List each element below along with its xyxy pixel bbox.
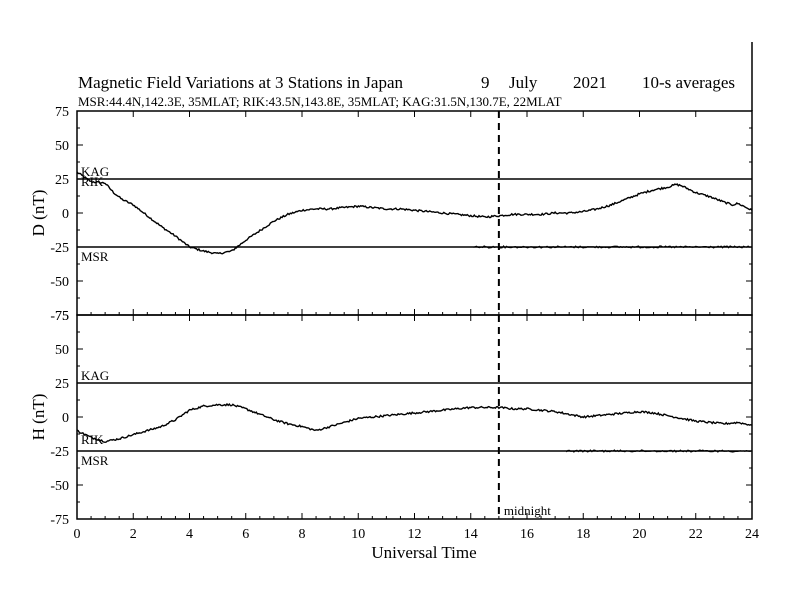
y-tick-label: -25 xyxy=(50,445,69,460)
y-tick-label: -75 xyxy=(50,513,69,528)
x-tick-label: 10 xyxy=(351,527,365,542)
x-tick-label: 24 xyxy=(745,527,759,542)
x-tick-label: 14 xyxy=(464,527,478,542)
midnight-label: midnight xyxy=(504,503,551,518)
y-tick-label: 75 xyxy=(55,309,69,324)
x-tick-label: 20 xyxy=(633,527,647,542)
station-label-msr: MSR xyxy=(81,249,109,264)
y-tick-label: 50 xyxy=(55,139,69,154)
y-tick-label: 75 xyxy=(55,105,69,120)
x-tick-label: 18 xyxy=(576,527,590,542)
y-tick-label: -75 xyxy=(50,309,69,324)
series-noise-msr xyxy=(566,449,751,453)
x-tick-label: 22 xyxy=(689,527,703,542)
panel-h-ylabel: H (nT) xyxy=(29,394,48,441)
station-label-kag: KAG xyxy=(81,368,109,383)
station-label-kag: KAG xyxy=(81,164,109,179)
series-line-rik xyxy=(76,171,753,255)
panel-d-frame xyxy=(76,110,753,316)
x-tick-label: 2 xyxy=(130,527,137,542)
x-tick-label: 4 xyxy=(186,527,193,542)
series-line-rik xyxy=(76,402,753,444)
y-tick-label: 0 xyxy=(62,411,69,426)
y-tick-label: -50 xyxy=(50,275,69,290)
station-label-rik: RIK xyxy=(81,432,104,447)
y-tick-label: 25 xyxy=(55,173,69,188)
chart-title: Magnetic Field Variations at 3 Stations … xyxy=(78,73,404,92)
x-tick-label: 8 xyxy=(299,527,306,542)
chart-month: July xyxy=(509,73,538,92)
series-noise-msr xyxy=(473,245,752,249)
y-tick-label: -50 xyxy=(50,479,69,494)
chart-year: 2021 xyxy=(573,73,607,92)
y-tick-label: 25 xyxy=(55,377,69,392)
station-label-rik: RIK xyxy=(81,174,104,189)
x-tick-label: 16 xyxy=(520,527,534,542)
x-axis-label: Universal Time xyxy=(371,543,476,562)
panel-d-ylabel: D (nT) xyxy=(29,190,48,237)
chart-averaging: 10-s averages xyxy=(642,73,735,92)
x-tick-label: 12 xyxy=(408,527,422,542)
y-tick-label: 0 xyxy=(62,207,69,222)
y-tick-label: -25 xyxy=(50,241,69,256)
station-label-msr: MSR xyxy=(81,453,109,468)
chart-day: 9 xyxy=(481,73,490,92)
y-tick-label: 50 xyxy=(55,343,69,358)
x-tick-label: 0 xyxy=(74,527,81,542)
chart-stations-line: MSR:44.4N,142.3E, 35MLAT; RIK:43.5N,143.… xyxy=(78,94,562,109)
x-tick-label: 6 xyxy=(242,527,249,542)
